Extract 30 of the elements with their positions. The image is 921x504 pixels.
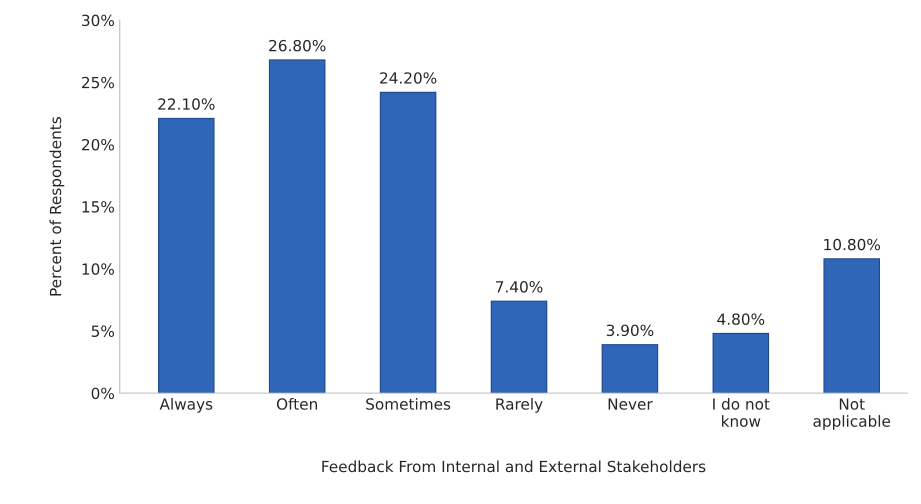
x-tick-label: I do not know (713, 398, 770, 427)
bar (823, 258, 880, 394)
data-label: 10.80% (824, 238, 880, 250)
data-label: 3.90% (606, 324, 654, 336)
x-axis-title: Feedback From Internal and External Stakeholders (322, 460, 706, 472)
y-tick-label: 30% (82, 14, 114, 26)
y-tick-label: 25% (82, 76, 114, 88)
y-tick-label: 0% (92, 388, 114, 400)
y-axis-title: Percent of Respondents (49, 117, 64, 296)
y-tick-label: 10% (82, 263, 114, 275)
bar (268, 59, 326, 394)
y-tick-label: 5% (92, 325, 114, 337)
bar (712, 332, 770, 394)
x-tick-label: Rarely (496, 398, 543, 413)
x-tick-label: Never (608, 398, 653, 410)
bar (602, 344, 658, 394)
data-label: 4.80% (717, 313, 764, 325)
data-label: 24.20% (380, 72, 436, 84)
data-label: 22.10% (158, 98, 215, 110)
data-label: 7.40% (496, 281, 542, 293)
bar (380, 92, 436, 394)
x-tick-label: Not applicable (813, 398, 890, 430)
y-tick-label: 20% (82, 138, 114, 150)
data-label: 26.80% (269, 40, 326, 52)
x-tick-label: Often (276, 398, 317, 410)
x-tick-label: Always (160, 398, 212, 413)
x-tick-label: Sometimes (366, 398, 450, 410)
y-tick-label: 15% (82, 201, 114, 213)
bar (158, 118, 215, 394)
bar (490, 300, 548, 394)
